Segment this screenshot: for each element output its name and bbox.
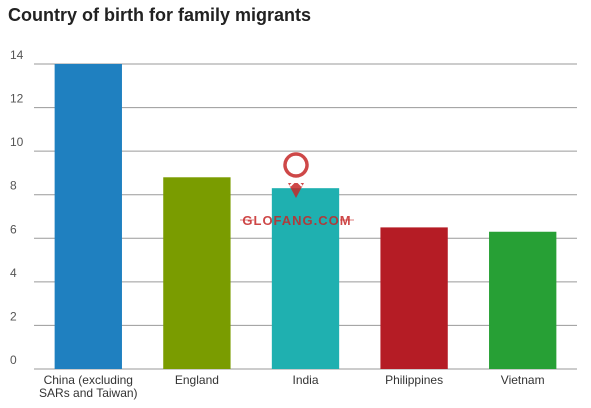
bar[interactable] [489, 231, 557, 369]
x-tick-label: England [175, 373, 219, 387]
y-tick-label: 12 [10, 92, 24, 106]
map-pin-icon [283, 152, 309, 198]
bar[interactable] [163, 177, 231, 369]
y-tick-label: 6 [10, 222, 17, 236]
y-tick-label: 2 [10, 309, 17, 323]
y-tick-label: 4 [10, 266, 17, 280]
watermark: GLOFANG.COM [240, 152, 354, 228]
bar-layer [54, 64, 557, 369]
bar[interactable] [271, 188, 340, 369]
y-tick-label: 14 [10, 48, 24, 62]
bar[interactable] [54, 64, 122, 369]
y-tick-label: 10 [10, 135, 24, 149]
x-tick-label: China (excluding [44, 373, 133, 387]
watermark-text: GLOFANG.COM [242, 213, 351, 228]
x-tick-label: SARs and Taiwan) [39, 386, 138, 400]
x-tick-label: Vietnam [501, 373, 545, 387]
chart-title: Country of birth for family migrants [8, 5, 312, 25]
bar[interactable] [380, 227, 448, 369]
y-tick-label: 8 [10, 179, 17, 193]
y-tick-label: 0 [10, 353, 17, 367]
x-tick-label: India [292, 373, 318, 387]
x-tick-label: Philippines [385, 373, 443, 387]
